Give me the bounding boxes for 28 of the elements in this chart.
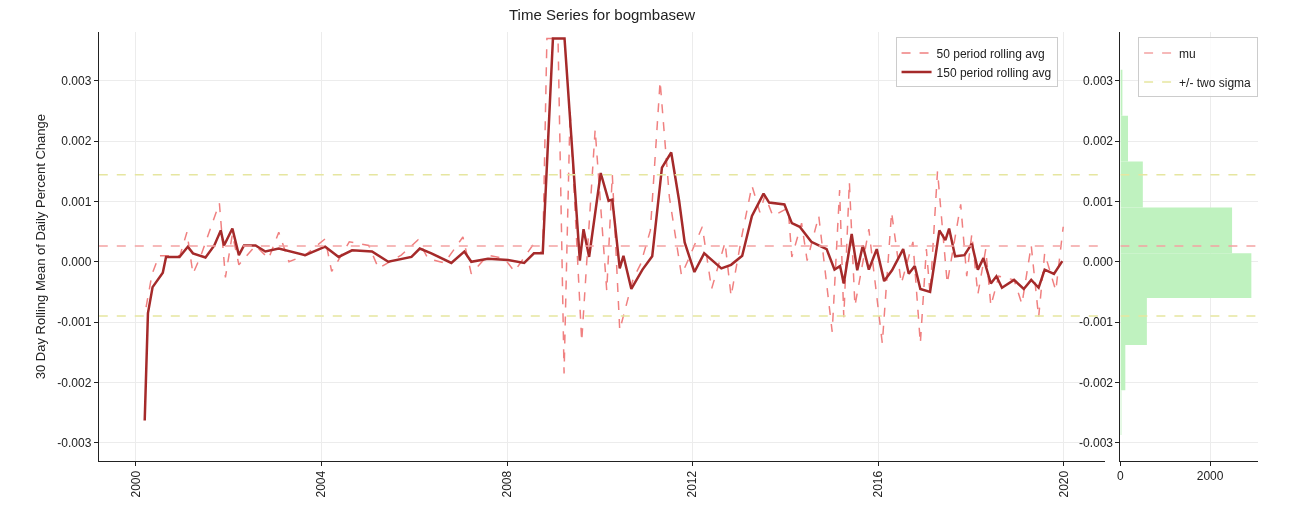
y-tick-label: 0.000: [61, 254, 92, 269]
x-tick-label: 2008: [499, 470, 514, 498]
y-tick-label: 0.001: [1082, 194, 1114, 209]
x-tick-label: 2000: [128, 470, 143, 498]
x-tick-label: 2000: [1196, 469, 1224, 484]
y-tick-label: 0.002: [61, 134, 92, 149]
y-axis-title: 30 Day Rolling Mean of Daily Percent Change: [33, 114, 49, 380]
x-tick-label: 0: [1117, 469, 1125, 484]
y-tick-label: 0.003: [61, 73, 92, 88]
y-tick-label: -0.003: [57, 436, 92, 451]
x-tick-label: 2004: [314, 470, 329, 498]
y-tick-label: 0.003: [1082, 73, 1114, 88]
x-tick-label: 2012: [685, 470, 700, 498]
x-tick-label: 2020: [1056, 470, 1071, 498]
y-tick-label: 0.000: [1082, 254, 1114, 269]
y-tick-label: -0.002: [1078, 375, 1114, 390]
legend-label: 50 period rolling avg: [936, 46, 1045, 61]
x-tick-label: 2016: [871, 470, 886, 498]
legend-label: 150 period rolling avg: [936, 65, 1052, 80]
y-tick-label: 0.001: [61, 194, 92, 209]
y-tick-label: -0.002: [57, 375, 92, 390]
legend-label: mu: [1179, 46, 1196, 61]
y-tick-label: -0.003: [1078, 436, 1114, 451]
y-tick-label: 0.002: [1082, 134, 1114, 149]
legend-label: +/- two sigma: [1179, 75, 1252, 90]
y-tick-label: -0.001: [1078, 315, 1114, 330]
chart-title: Time Series for bogmbasew: [509, 6, 696, 23]
y-tick-label: -0.001: [57, 315, 92, 330]
